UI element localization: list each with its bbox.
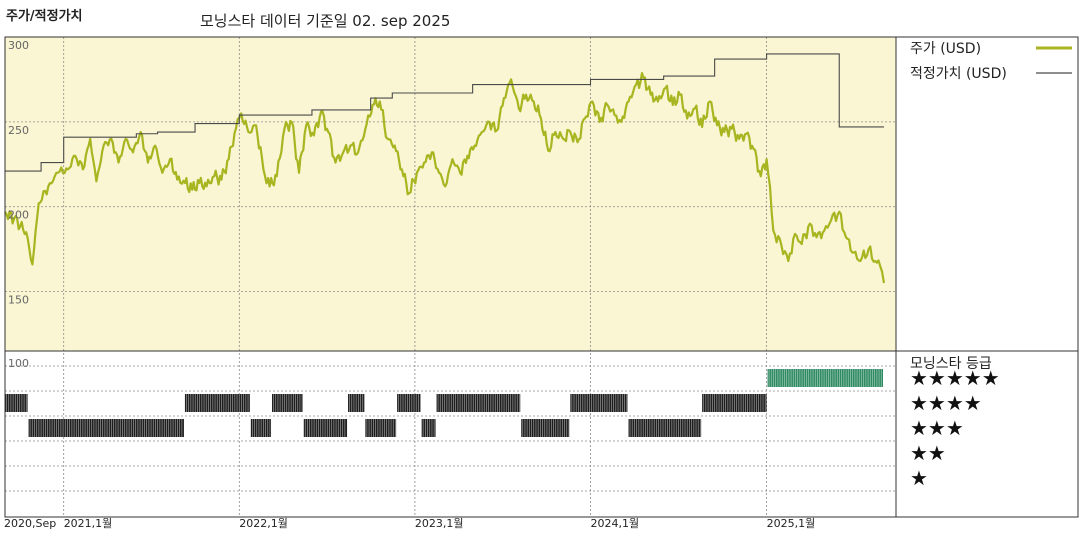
- price-lines: [4, 53, 886, 284]
- rating-segment: [28, 419, 184, 437]
- rating-level-stars: ★★★★: [910, 391, 982, 415]
- rating-bars: [5, 369, 883, 437]
- rating-block: [421, 419, 436, 437]
- price-legend: 주가 (USD) 적정가치 (USD): [910, 41, 1072, 82]
- fair-value-line: [5, 53, 884, 172]
- price-plot-area: [5, 37, 896, 351]
- rating-segment: [421, 419, 436, 437]
- y-tick-labels: 300 250 200 150: [8, 39, 29, 307]
- y-tick-label: 200: [8, 209, 29, 222]
- rating-legend: 모닝스타 등급 ★★★★★★★★★★★★★★★: [910, 356, 1000, 490]
- rating-grid: [5, 365, 896, 492]
- rating-level-stars: ★★★: [910, 416, 964, 440]
- x-tick-label: 2022,1월: [239, 517, 288, 530]
- rating-block: [628, 419, 702, 437]
- y-tick-label: 300: [8, 39, 29, 52]
- rating-levels: ★★★★★★★★★★★★★★★: [910, 366, 1000, 490]
- x-tick-label: 2024,1월: [591, 517, 640, 530]
- x-tick-label: 2021,1월: [64, 517, 113, 530]
- rating-block: [272, 394, 303, 412]
- rating-segment: [436, 394, 521, 412]
- rating-segment: [628, 419, 702, 437]
- x-tick-label: 2025,1월: [767, 517, 816, 530]
- chart-left-title: 주가/적정가치: [6, 8, 83, 24]
- price-line: [4, 72, 886, 284]
- x-tick-labels: 2020,Sep 2021,1월 2022,1월 2023,1월 2024,1월 2025…: [4, 517, 815, 530]
- rating-block: [767, 369, 883, 387]
- rating-segment: [365, 419, 397, 437]
- rating-segment: [272, 394, 303, 412]
- x-tick-label: 2023,1월: [415, 517, 464, 530]
- rating-segment: [570, 394, 628, 412]
- rating-segment: [5, 394, 28, 412]
- chart-frame: [4, 36, 1079, 518]
- rating-block: [570, 394, 628, 412]
- rating-segment: [767, 369, 883, 387]
- rating-level-stars: ★★★★★: [910, 366, 1000, 390]
- legend-price-label: 주가 (USD): [910, 41, 981, 57]
- rating-axis-label: 100: [8, 357, 29, 370]
- rating-segment: [184, 394, 250, 412]
- rating-segment: [348, 394, 365, 412]
- legend-fair-value-label: 적정가치 (USD): [910, 66, 1007, 82]
- rating-level-stars: ★★: [910, 441, 946, 465]
- rating-block: [521, 419, 570, 437]
- y-tick-label: 150: [8, 294, 29, 307]
- rating-segment: [250, 419, 272, 437]
- rating-segment: [397, 394, 421, 412]
- rating-level-stars: ★: [910, 466, 928, 490]
- rating-block: [365, 419, 397, 437]
- chart-title: 모닝스타 데이터 기준일 02. sep 2025: [200, 12, 450, 30]
- rating-segment: [702, 394, 767, 412]
- rating-segment: [303, 419, 348, 437]
- rating-legend-title: 모닝스타 등급: [910, 356, 992, 372]
- y-tick-label: 250: [8, 124, 29, 137]
- rating-segment: [521, 419, 570, 437]
- x-tick-label: 2020,Sep: [4, 517, 56, 530]
